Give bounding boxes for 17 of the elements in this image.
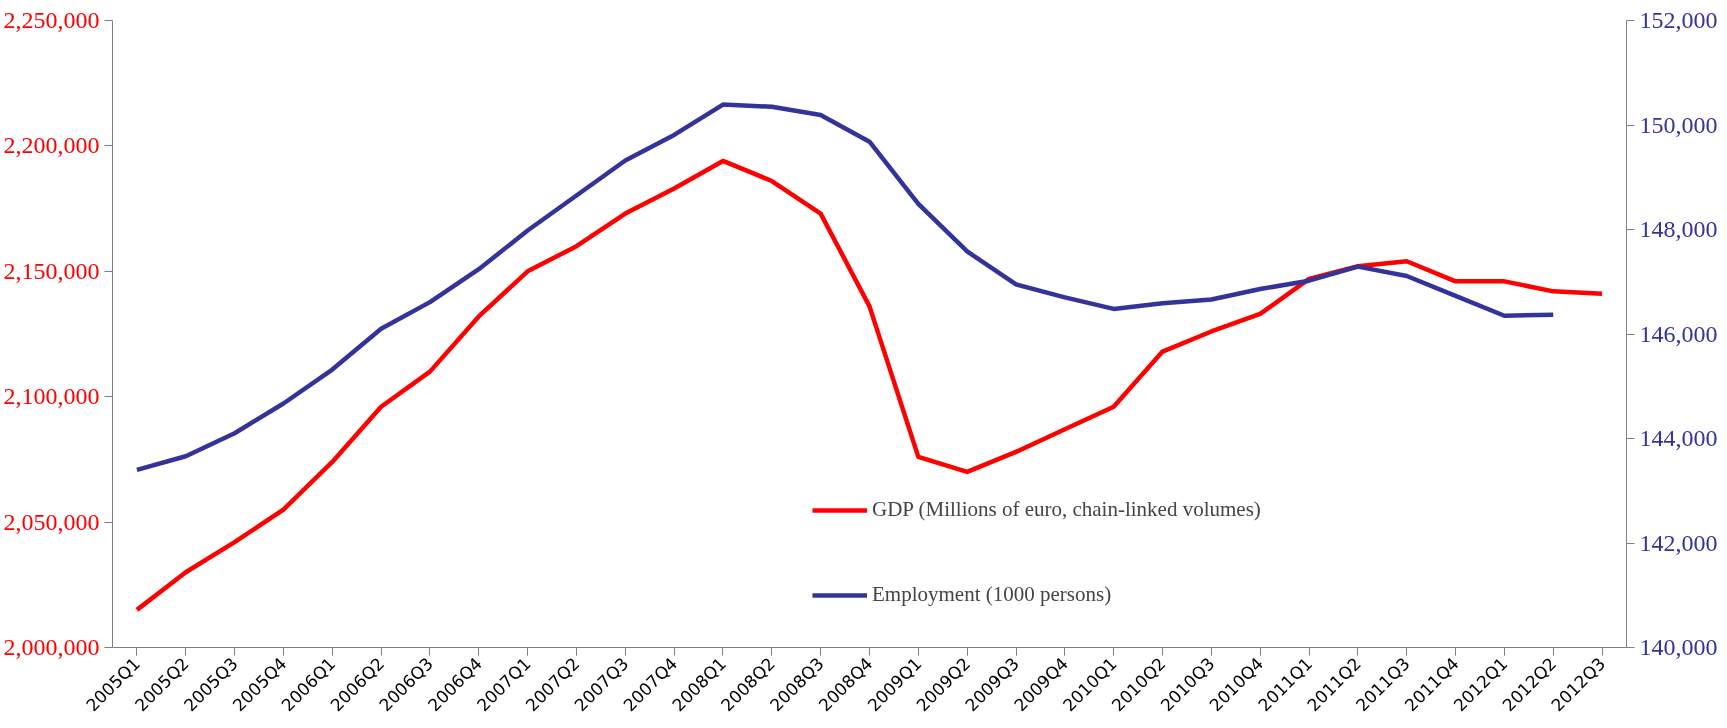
y2-tick-label: 148,000	[1639, 216, 1718, 242]
y2-tick-label: 142,000	[1639, 529, 1718, 556]
y-tick-label: 2,200,000	[3, 132, 100, 159]
line-series	[134, 158, 1605, 613]
y-tick-label: 2,150,000	[3, 257, 100, 284]
y2-tick-label: 150,000	[1639, 111, 1718, 138]
y2-tick-label: 146,000	[1639, 320, 1718, 347]
legend-label: GDP (Millions of euro, chain-linked volumes)	[872, 497, 1261, 522]
line-series	[134, 102, 1556, 473]
y2-tick-label: 144,000	[1639, 425, 1718, 451]
y-tick-label: 2,000,000	[3, 634, 100, 660]
y2-tick-label: 140,000	[1639, 634, 1718, 660]
y-tick-label: 2,100,000	[3, 383, 100, 410]
y-tick-label: 2,050,000	[3, 508, 100, 535]
legend-label: Employment (1000 persons)	[872, 582, 1112, 607]
y-tick-label: 2,250,000	[3, 7, 100, 33]
y2-tick-label: 152,000	[1639, 7, 1718, 33]
